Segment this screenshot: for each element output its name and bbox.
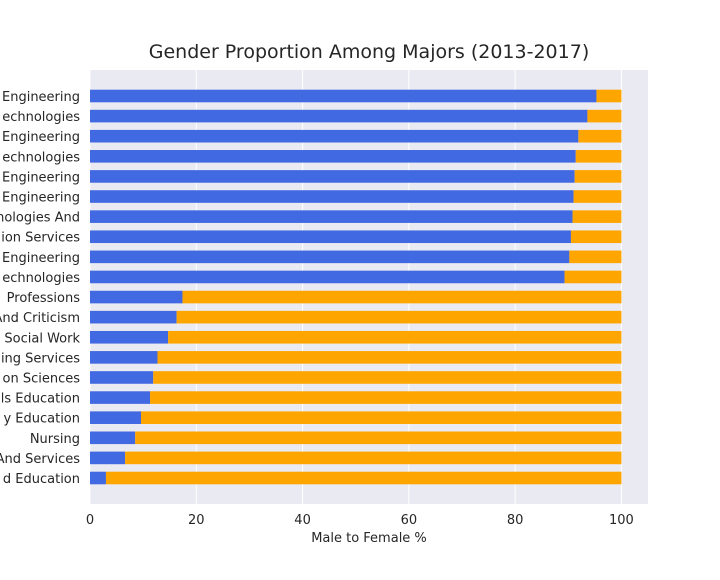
y-tick-label: echnologies — [2, 271, 80, 286]
bar-male — [90, 270, 565, 284]
y-tick-label: on Sciences — [3, 371, 81, 386]
bar-male — [90, 431, 136, 445]
y-tick-label: y Education — [3, 412, 80, 427]
y-tick-label: Engineering — [2, 191, 80, 206]
x-tick-label: 0 — [86, 513, 94, 528]
x-tick-label: 60 — [401, 513, 418, 528]
y-tick-label: Engineering — [2, 90, 80, 105]
bar-male — [90, 190, 574, 203]
bar-female — [141, 411, 622, 424]
bar-male — [90, 330, 169, 344]
y-tick-label: ing Services — [1, 351, 80, 366]
bar-female — [157, 351, 622, 364]
bar-female — [578, 129, 622, 143]
y-tick-label: Engineering — [2, 130, 80, 145]
y-tick-labels: Engineering echnologies Engineering echnolo… — [0, 90, 80, 487]
bar-male — [90, 129, 579, 143]
bar-male — [90, 109, 588, 123]
bar-male — [90, 471, 106, 485]
y-tick-label: ion Services — [1, 231, 80, 246]
bar-male — [90, 371, 154, 384]
y-tick-label: Nursing — [30, 432, 80, 447]
y-tick-label: Engineering — [2, 170, 80, 185]
bar-female — [575, 150, 622, 163]
y-tick-label: Social Work — [4, 331, 80, 346]
bar-male — [90, 290, 183, 304]
y-tick-label: nologies And — [0, 211, 80, 226]
bar-male — [90, 230, 571, 244]
x-axis-label: Male to Female % — [311, 531, 427, 546]
bar-female — [168, 330, 622, 344]
bar-male — [90, 451, 126, 465]
bar-male — [90, 210, 573, 223]
bar-male — [90, 310, 177, 324]
bar-female — [150, 391, 622, 404]
y-tick-label: echnologies — [2, 150, 80, 165]
x-tick-label: 20 — [188, 513, 205, 528]
bar-male — [90, 150, 576, 163]
bar-male — [90, 391, 151, 404]
y-tick-label: Professions — [7, 291, 81, 306]
y-tick-label: echnologies — [2, 110, 80, 125]
bar-female — [573, 190, 622, 203]
bar-female — [596, 89, 622, 103]
y-tick-label: ls Education — [1, 392, 80, 407]
bar-female — [135, 431, 622, 445]
bar-male — [90, 170, 575, 183]
bar-female — [105, 471, 622, 485]
bar-female — [125, 451, 622, 465]
x-tick-labels: 0 20 40 60 80 100 — [86, 513, 634, 528]
bar-female — [572, 210, 622, 223]
chart-title: Gender Proportion Among Majors (2013-201… — [149, 41, 589, 63]
bar-female — [176, 310, 622, 324]
bars — [90, 89, 622, 485]
bar-male — [90, 411, 142, 424]
y-tick-label: Engineering — [2, 251, 80, 266]
x-tick-label: 40 — [294, 513, 311, 528]
bar-female — [574, 170, 622, 183]
y-tick-label: d Education — [3, 472, 80, 487]
bar-female — [569, 250, 622, 264]
bar-female — [587, 109, 622, 123]
x-tick-label: 100 — [609, 513, 634, 528]
y-tick-label: And Services — [0, 452, 80, 467]
bar-female — [182, 290, 622, 304]
bar-male — [90, 250, 570, 264]
bar-female — [564, 270, 622, 284]
bar-female — [153, 371, 622, 384]
y-tick-label: And Criticism — [0, 311, 80, 326]
bar-female — [570, 230, 622, 244]
bar-male — [90, 89, 597, 103]
bar-male — [90, 351, 158, 364]
x-tick-label: 80 — [507, 513, 524, 528]
